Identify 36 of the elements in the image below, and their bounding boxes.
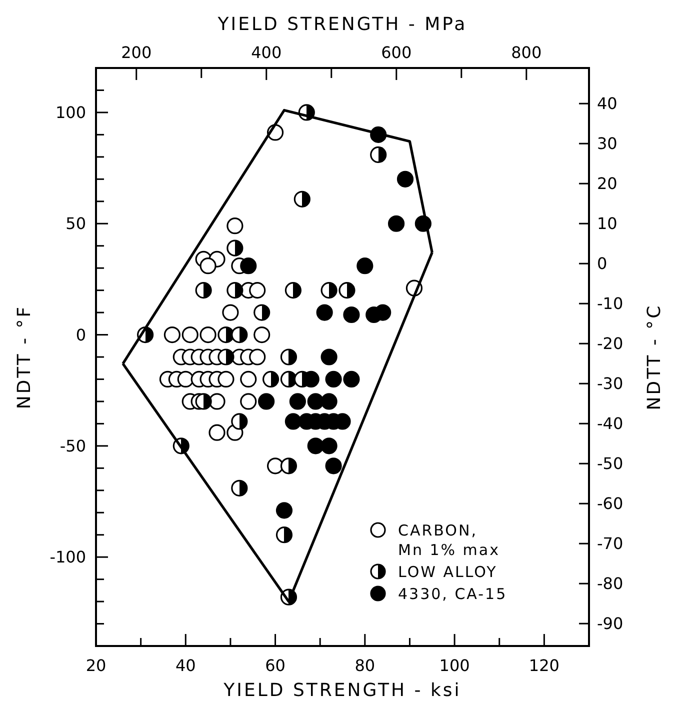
x2-tick-label: 600	[381, 43, 412, 62]
x-tick-label: 100	[439, 656, 470, 675]
y-tick-label: -50	[60, 436, 86, 456]
y2-tick-label: -60	[597, 494, 624, 514]
y2-tick-label: -20	[597, 334, 624, 354]
legend-label: 4330, CA-15	[398, 584, 508, 603]
y2-tick-label: -50	[597, 454, 624, 474]
y-tick-label: 0	[76, 325, 86, 344]
x-tick-label: 120	[528, 656, 560, 675]
y-axis-title: NDTT - °F	[14, 304, 35, 410]
y2-axis-title: NDTT - °C	[644, 304, 665, 410]
x-axis-title: YIELD STRENGTH - ksi	[222, 680, 462, 701]
y-tick-label: 100	[55, 103, 86, 122]
y2-tick-label: 0	[597, 254, 608, 274]
x-tick-label: 60	[265, 656, 286, 675]
y2-tick-label: -70	[597, 534, 624, 554]
y2-tick-label: -40	[597, 414, 624, 434]
x2-tick-label: 400	[251, 43, 282, 62]
y2-tick-label: -10	[597, 294, 624, 314]
x2-tick-label: 200	[121, 43, 152, 62]
x-tick-label: 80	[354, 656, 376, 675]
y2-tick-label: -90	[597, 614, 624, 634]
x2-tick-label: 800	[511, 43, 542, 62]
x-tick-label: 40	[175, 656, 196, 675]
y2-tick-label: 40	[597, 94, 618, 114]
y2-tick-label: 30	[597, 134, 618, 154]
legend-label: CARBON, Mn 1% max	[398, 521, 500, 559]
y2-tick-label: -30	[597, 374, 624, 394]
x2-axis-title: YIELD STRENGTH - MPa	[216, 14, 468, 35]
y2-tick-label: -80	[597, 574, 624, 594]
y-tick-label: 50	[66, 214, 86, 234]
legend-label: LOW ALLOY	[398, 562, 498, 581]
y2-tick-label: 10	[597, 214, 618, 234]
y2-tick-label: 20	[597, 174, 618, 194]
x-tick-label: 20	[86, 656, 106, 675]
y-tick-label: -100	[50, 548, 86, 567]
